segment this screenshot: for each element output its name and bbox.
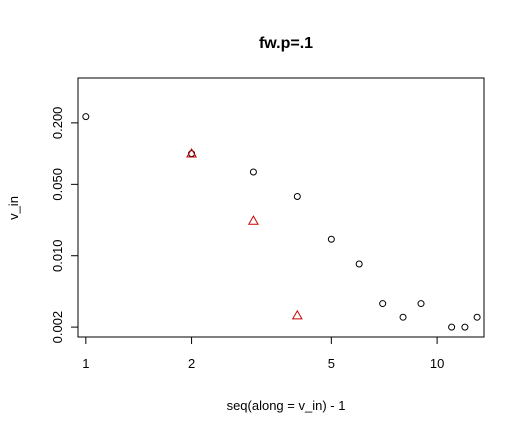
chart-title: fw.p=.1 <box>259 35 313 52</box>
x-tick-label: 10 <box>430 356 444 371</box>
y-axis: 0.002 0.010 0.050 0.200 <box>50 107 79 344</box>
circle-point <box>249 168 257 176</box>
circle-point <box>473 313 481 321</box>
x-axis: 1 2 5 10 <box>82 336 444 371</box>
circle-point <box>82 113 90 121</box>
circle-point <box>399 313 407 321</box>
data-points <box>82 113 481 331</box>
x-tick-label: 1 <box>82 356 89 371</box>
circle-point <box>417 300 425 308</box>
y-tick-label: 0.010 <box>50 239 65 272</box>
circle-point <box>448 323 456 331</box>
circle-point <box>293 193 301 201</box>
circle-point <box>327 235 335 243</box>
triangle-point <box>291 309 303 320</box>
circle-point <box>379 300 387 308</box>
y-tick-label: 0.200 <box>50 107 65 140</box>
triangle-point <box>186 147 198 158</box>
circle-point <box>461 323 469 331</box>
x-tick-label: 2 <box>188 356 195 371</box>
circle-point <box>355 260 363 268</box>
y-tick-label: 0.002 <box>50 311 65 344</box>
plot-frame <box>77 77 485 338</box>
triangle-point <box>247 215 259 225</box>
x-tick-label: 5 <box>328 356 335 371</box>
x-axis-label: seq(along = v_in) - 1 <box>227 398 346 413</box>
y-tick-label: 0.050 <box>50 168 65 201</box>
y-axis-label: v_in <box>6 196 21 220</box>
